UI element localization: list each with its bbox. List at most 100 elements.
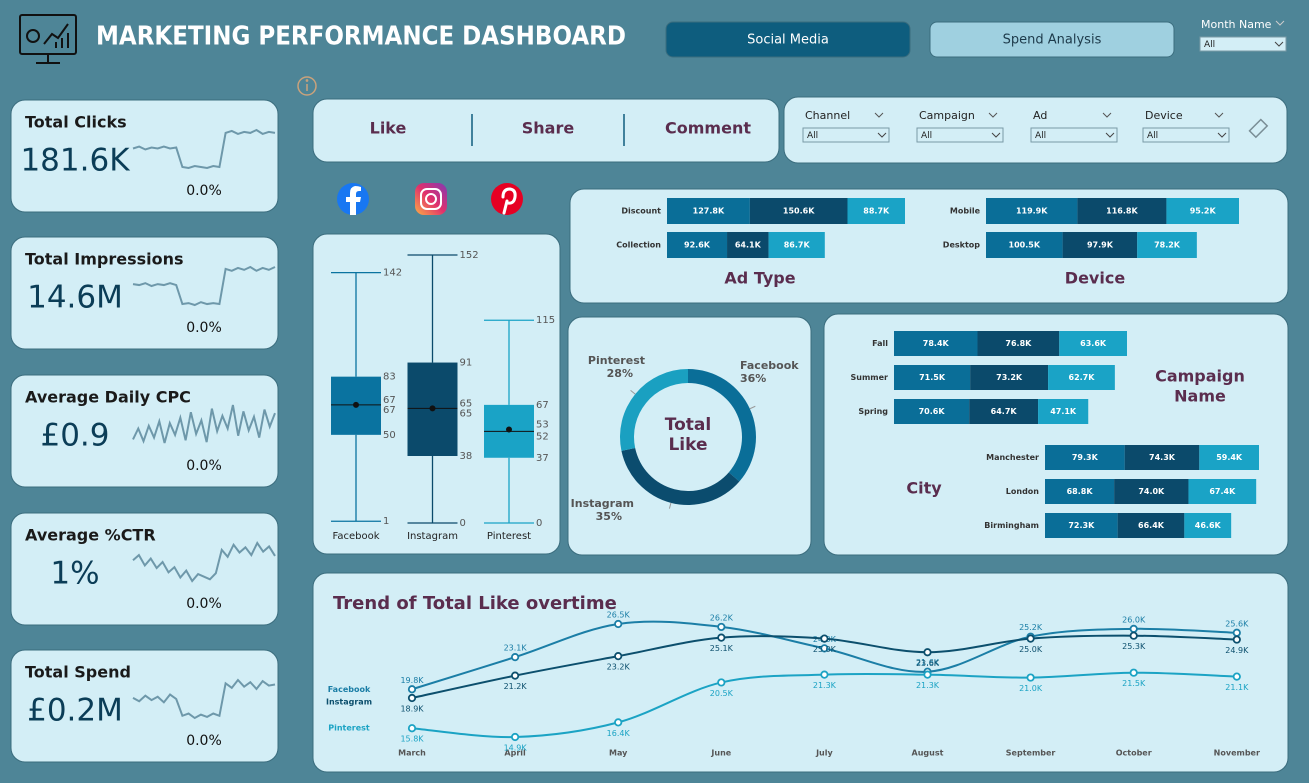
trend-value-label: 26.0K bbox=[1122, 615, 1146, 624]
bar-segment bbox=[894, 399, 970, 424]
donut-value: 28% bbox=[607, 367, 633, 380]
bar-value-label: 46.6K bbox=[1195, 521, 1222, 530]
trend-point bbox=[1026, 673, 1035, 682]
dropdown[interactable] bbox=[1030, 127, 1118, 143]
trend-value-label: 25.1K bbox=[710, 644, 734, 653]
instagram-glyph bbox=[425, 193, 437, 205]
trend-point bbox=[820, 644, 829, 653]
bar-segment bbox=[894, 331, 978, 356]
box-label: 1 bbox=[383, 516, 389, 527]
box-category: Pinterest bbox=[487, 531, 531, 542]
nav-button[interactable] bbox=[665, 21, 911, 58]
bar-value-label: 78.2K bbox=[1154, 241, 1181, 250]
dropdown[interactable] bbox=[1199, 36, 1287, 52]
donut-value: 36% bbox=[740, 372, 766, 385]
trend-card bbox=[312, 572, 1289, 773]
trend-point bbox=[1232, 672, 1241, 681]
trend-point bbox=[407, 685, 417, 694]
reaction-tab[interactable]: Share bbox=[522, 119, 575, 138]
bar-segment bbox=[768, 232, 825, 258]
bar-segment bbox=[970, 365, 1049, 390]
trend-point bbox=[923, 648, 932, 657]
bar-category: Spring bbox=[858, 407, 888, 416]
box-label: 65 bbox=[460, 398, 473, 409]
kpi-sparkline bbox=[132, 541, 276, 583]
trend-point bbox=[407, 724, 417, 733]
nav-button-label: Social Media bbox=[747, 33, 829, 48]
donut-card bbox=[567, 316, 812, 556]
series-label: Pinterest bbox=[328, 724, 370, 733]
eraser-icon[interactable] bbox=[1248, 118, 1269, 139]
bar-segment bbox=[1059, 331, 1127, 356]
kpi-change: 0.0% bbox=[186, 458, 222, 474]
x-tick-label: April bbox=[504, 749, 526, 758]
filter-label: Month Name bbox=[1201, 18, 1272, 31]
nav-button-label: Spend Analysis bbox=[1003, 33, 1102, 48]
box-category: Facebook bbox=[333, 531, 380, 542]
bar-category: Birmingham bbox=[984, 521, 1039, 530]
trend-value-label: 25.0K bbox=[1019, 645, 1043, 654]
dropdown[interactable] bbox=[1142, 127, 1230, 143]
bar-value-label: 64.7K bbox=[991, 407, 1018, 416]
kpi-value: 1% bbox=[50, 556, 99, 592]
facebook-glyph bbox=[346, 186, 361, 215]
trend-point bbox=[510, 671, 520, 680]
trend-value-label: 26.5K bbox=[607, 611, 631, 620]
kpi-sparkline bbox=[132, 265, 276, 307]
trend-point bbox=[1026, 634, 1035, 643]
trend-point bbox=[1232, 635, 1241, 644]
bar-value-label: 76.8K bbox=[1005, 339, 1032, 348]
bar-segment bbox=[1184, 513, 1232, 538]
trend-point bbox=[717, 678, 726, 687]
trend-value-label: 20.5K bbox=[710, 689, 734, 698]
kpi-label: Total Impressions bbox=[25, 250, 184, 269]
bar-segment bbox=[1114, 479, 1189, 504]
dropdown[interactable] bbox=[916, 127, 1004, 143]
bar-segment bbox=[667, 232, 728, 258]
bar-value-label: 71.5K bbox=[919, 373, 946, 382]
dropdown[interactable] bbox=[802, 127, 890, 143]
reaction-tab[interactable]: Comment bbox=[665, 119, 751, 138]
bar-value-label: 67.4K bbox=[1209, 487, 1236, 496]
kpi-card bbox=[10, 374, 279, 488]
x-tick-label: May bbox=[609, 749, 628, 758]
box-label: 0 bbox=[460, 518, 466, 529]
chevron bbox=[1214, 112, 1224, 118]
trend-point bbox=[1232, 628, 1241, 637]
trend-value-label: 16.4K bbox=[607, 729, 631, 738]
bar-value-label: 74.0K bbox=[1138, 487, 1165, 496]
trend-point bbox=[614, 718, 623, 727]
trend-value-label: 14.9K bbox=[504, 744, 528, 753]
nav-button[interactable] bbox=[929, 21, 1175, 58]
chart-title: Device bbox=[1065, 269, 1126, 288]
box-label: 67 bbox=[536, 400, 549, 411]
trend-point bbox=[820, 670, 829, 679]
kpi-sparkline bbox=[132, 404, 276, 445]
x-tick-label: September bbox=[1006, 749, 1056, 758]
bar-segment bbox=[1199, 445, 1259, 470]
x-tick-label: November bbox=[1214, 749, 1260, 758]
bar-segment bbox=[1045, 445, 1125, 470]
dropdown-value: All bbox=[921, 131, 932, 141]
trend-value-label: 21.2K bbox=[504, 682, 528, 691]
donut-slice bbox=[688, 369, 756, 482]
filter-label: Ad bbox=[1033, 109, 1047, 122]
bar-segment bbox=[1045, 513, 1118, 538]
bar-value-label: 100.5K bbox=[1009, 241, 1041, 250]
dropdown-value: All bbox=[1035, 131, 1046, 141]
kpi-change: 0.0% bbox=[186, 596, 222, 612]
box-label: 50 bbox=[383, 430, 396, 441]
bar-segment bbox=[1045, 479, 1115, 504]
kpi-value: 14.6M bbox=[27, 280, 123, 316]
reaction-tab[interactable]: Like bbox=[370, 119, 407, 138]
chart-title: Campaign bbox=[1155, 367, 1245, 386]
bar-category: London bbox=[1006, 487, 1040, 496]
x-tick-label: August bbox=[912, 749, 944, 758]
dropdown-value: All bbox=[1204, 40, 1215, 50]
box-label: 142 bbox=[383, 268, 402, 279]
bar-category: Discount bbox=[621, 207, 661, 216]
chevron bbox=[1102, 112, 1112, 118]
trend-point bbox=[407, 693, 417, 703]
series-label: Facebook bbox=[328, 685, 371, 694]
